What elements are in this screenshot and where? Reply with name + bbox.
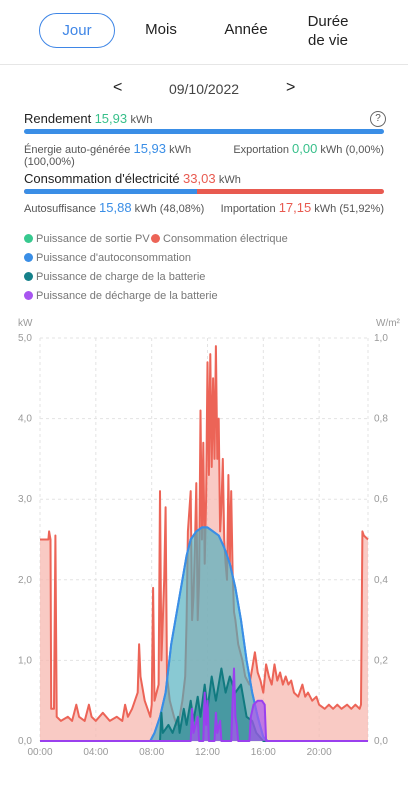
auto-generee-label: Énergie auto-générée (24, 144, 131, 156)
legend-item-autoconsommation[interactable]: Puissance d'autoconsommation (24, 252, 191, 264)
autosuffisance-fill (24, 189, 198, 194)
auto-generee-row: Énergie auto-générée 15,93 kWh (24, 141, 384, 158)
rendement-value: 15,93 (94, 111, 128, 126)
x-tick-label: 16:00 (251, 747, 276, 758)
y-tick-left: 5,0 (18, 333, 32, 344)
period-tabs: Jour Mois Année Durée de vie (0, 0, 408, 65)
help-icon[interactable]: ? (370, 111, 386, 127)
consommation-row: Consommation d'électricité 33,03 kWh (24, 171, 384, 186)
exportation-unit: kWh (320, 144, 343, 156)
legend-dot-charge (24, 272, 33, 281)
legend-dot-autoconsommation (24, 253, 33, 262)
legend-label-charge: Puissance de charge de la batterie (36, 271, 206, 283)
y-axis-right-unit: W/m² (376, 318, 401, 329)
y-tick-left: 1,0 (18, 655, 32, 666)
tab-duree-line2: de vie (307, 32, 349, 49)
x-tick-label: 04:00 (83, 747, 108, 758)
series-decharge-line (40, 667, 368, 742)
next-day-button[interactable]: > (286, 79, 296, 96)
x-tick-label: 12:00 (195, 747, 220, 758)
autosuffisance-unit: kWh (134, 203, 157, 215)
y-tick-right: 1,0 (374, 333, 388, 344)
y-tick-right: 0,8 (374, 414, 388, 425)
series-charge-line (40, 667, 368, 742)
tab-duree-de-vie[interactable]: Durée de vie (300, 12, 356, 50)
importation-value: 17,15 (278, 200, 312, 215)
importation-pct: (51,92%) (339, 203, 384, 215)
rendement-bar (24, 129, 384, 134)
legend-dot-consommation (151, 234, 160, 243)
exportation-label: Exportation (233, 144, 289, 156)
legend-dot-pv (24, 234, 33, 243)
rendement-unit: kWh (130, 114, 153, 126)
importation-unit: kWh (314, 203, 337, 215)
rendement-row: Rendement 15,93 kWh (24, 111, 384, 126)
legend-item-decharge[interactable]: Puissance de décharge de la batterie (24, 290, 218, 302)
y-tick-left: 3,0 (18, 494, 32, 505)
autosuffisance-value: 15,88 (99, 200, 132, 215)
exportation-row: Exportation 0,00 kWh (0,00%) (24, 141, 384, 156)
auto-generee-unit: kWh (169, 144, 192, 156)
exportation-value: 0,00 (292, 141, 318, 156)
autosuffisance-pct: (48,08%) (159, 203, 205, 215)
legend-label-autoconsommation: Puissance d'autoconsommation (36, 252, 191, 264)
auto-generee-pct: (100,00%) (24, 156, 75, 168)
tab-jour[interactable]: Jour (39, 13, 115, 48)
y-tick-left: 0,0 (18, 736, 32, 747)
x-tick-label: 20:00 (307, 747, 332, 758)
series-pv-line (40, 526, 368, 742)
auto-generee-value: 15,93 (133, 141, 167, 156)
exportation-pct: (0,00%) (345, 144, 384, 156)
series-consommation-line (40, 345, 369, 726)
legend-label-pv: Puissance de sortie PV (36, 233, 150, 245)
series-pv-area (40, 527, 368, 741)
tab-annee[interactable]: Année (224, 21, 268, 38)
y-axis-left-unit: kW (18, 318, 33, 329)
legend-item-consommation[interactable]: Consommation électrique (151, 233, 288, 245)
y-tick-left: 2,0 (18, 575, 32, 586)
x-tick-label: 08:00 (139, 747, 164, 758)
y-tick-right: 0,6 (374, 494, 388, 505)
consommation-bar (24, 189, 384, 194)
y-tick-left: 4,0 (18, 414, 32, 425)
prev-day-button[interactable]: < (113, 79, 123, 96)
series-autoconsommation-area (40, 527, 368, 741)
y-tick-right: 0,4 (374, 575, 388, 586)
autosuffisance-row: Autosuffisance 15,88 kWh (48,08%) (24, 200, 384, 215)
legend-label-decharge: Puissance de décharge de la batterie (36, 290, 218, 302)
tab-duree-line1: Durée (307, 13, 349, 30)
legend-label-consommation: Consommation électrique (163, 233, 288, 245)
consommation-value: 33,03 (183, 171, 216, 186)
importation-label: Importation (220, 203, 276, 215)
legend-dot-decharge (24, 291, 33, 300)
date-value[interactable]: 09/10/2022 (168, 81, 240, 97)
autosuffisance-label: Autosuffisance (24, 203, 96, 215)
y-tick-right: 0,0 (374, 736, 388, 747)
tab-mois[interactable]: Mois (145, 21, 177, 38)
importation-row: Importation 17,15 kWh (51,92%) (24, 200, 384, 215)
y-tick-right: 0,2 (374, 655, 388, 666)
power-chart[interactable]: kW W/m² 0,0 0,0 1,0 0,2 2,0 0,4 3,0 0,6 4,0 0,8 5,0 1… (0, 312, 408, 762)
consommation-unit: kWh (218, 174, 241, 186)
rendement-label: Rendement (24, 111, 92, 126)
legend-item-charge[interactable]: Puissance de charge de la batterie (24, 271, 205, 283)
date-navigator: 09/10/2022 < > (0, 78, 408, 100)
consommation-label: Consommation d'électricité (24, 171, 180, 186)
x-tick-label: 00:00 (27, 747, 52, 758)
legend-item-pv[interactable]: Puissance de sortie PV (24, 233, 150, 245)
